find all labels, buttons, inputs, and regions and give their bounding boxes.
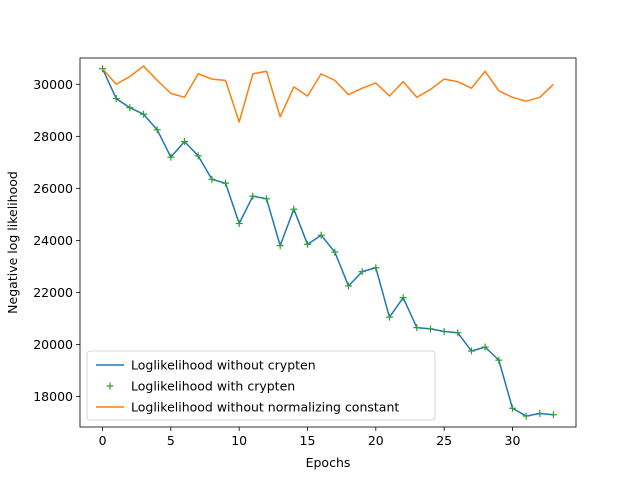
series-line xyxy=(101,65,554,123)
y-axis-label: Negative log likelihood xyxy=(5,171,20,314)
series-loglikelihood-with-crypten xyxy=(99,65,557,420)
x-tick-label: 15 xyxy=(300,433,316,448)
data-point xyxy=(522,412,530,420)
data-point xyxy=(508,404,516,412)
data-point xyxy=(290,205,298,213)
data-point xyxy=(399,294,407,302)
y-tick-label: 28000 xyxy=(33,129,73,144)
y-axis: 18000 20000 22000 24000 26000 28000 30000 xyxy=(33,77,80,404)
data-point xyxy=(276,242,284,250)
axes-frame xyxy=(79,57,577,428)
x-tick-label: 30 xyxy=(505,433,521,448)
data-point xyxy=(263,195,271,203)
data-point xyxy=(481,343,489,351)
data-point xyxy=(495,356,503,364)
data-point xyxy=(222,179,230,187)
x-tick-label: 20 xyxy=(368,433,384,448)
data-point xyxy=(153,126,161,134)
series-line xyxy=(101,68,554,417)
x-axis: 0 5 10 15 20 25 30 xyxy=(99,427,521,448)
data-point xyxy=(440,327,448,335)
legend-label: Loglikelihood with crypten xyxy=(131,379,295,394)
data-point xyxy=(112,95,120,103)
y-tick-label: 26000 xyxy=(33,181,73,196)
y-tick-label: 24000 xyxy=(33,233,73,248)
data-point xyxy=(249,192,257,200)
legend-box xyxy=(86,350,436,421)
legend-item: Loglikelihood with crypten xyxy=(106,379,295,394)
data-point xyxy=(536,409,544,417)
data-point xyxy=(372,264,380,272)
x-tick-label: 10 xyxy=(231,433,247,448)
data-point xyxy=(126,104,134,112)
data-point xyxy=(385,313,393,321)
x-tick-label: 5 xyxy=(167,433,175,448)
series-loglikelihood-without-normalizing-constant xyxy=(101,65,554,123)
legend-label: Loglikelihood without crypten xyxy=(131,358,316,373)
x-tick-label: 25 xyxy=(436,433,452,448)
data-point xyxy=(331,248,339,256)
legend-item: Loglikelihood without normalizing consta… xyxy=(96,400,399,415)
data-point xyxy=(194,152,202,160)
data-point xyxy=(358,268,366,276)
y-tick-label: 20000 xyxy=(33,337,73,352)
legend-plus-swatch xyxy=(106,382,114,390)
data-point xyxy=(426,325,434,333)
data-point xyxy=(454,329,462,337)
x-axis-label: Epochs xyxy=(306,455,351,470)
data-point xyxy=(208,175,216,183)
data-point xyxy=(140,110,148,118)
y-tick-label: 18000 xyxy=(33,389,73,404)
data-point xyxy=(304,240,312,248)
data-point xyxy=(344,282,352,290)
data-point xyxy=(167,153,175,161)
plot-area xyxy=(99,65,557,420)
legend-label: Loglikelihood without normalizing consta… xyxy=(131,400,399,415)
data-point xyxy=(235,220,243,228)
y-tick-label: 22000 xyxy=(33,285,73,300)
series-loglikelihood-without-crypten xyxy=(101,68,554,417)
data-point xyxy=(181,138,189,146)
data-point xyxy=(549,411,557,419)
data-point xyxy=(317,231,325,239)
y-tick-label: 30000 xyxy=(33,77,73,92)
data-point xyxy=(467,347,475,355)
legend-item: Loglikelihood without crypten xyxy=(96,358,316,373)
legend: Loglikelihood without crypten Loglikeliho… xyxy=(86,350,436,421)
x-tick-label: 0 xyxy=(99,433,107,448)
data-point xyxy=(413,324,421,332)
